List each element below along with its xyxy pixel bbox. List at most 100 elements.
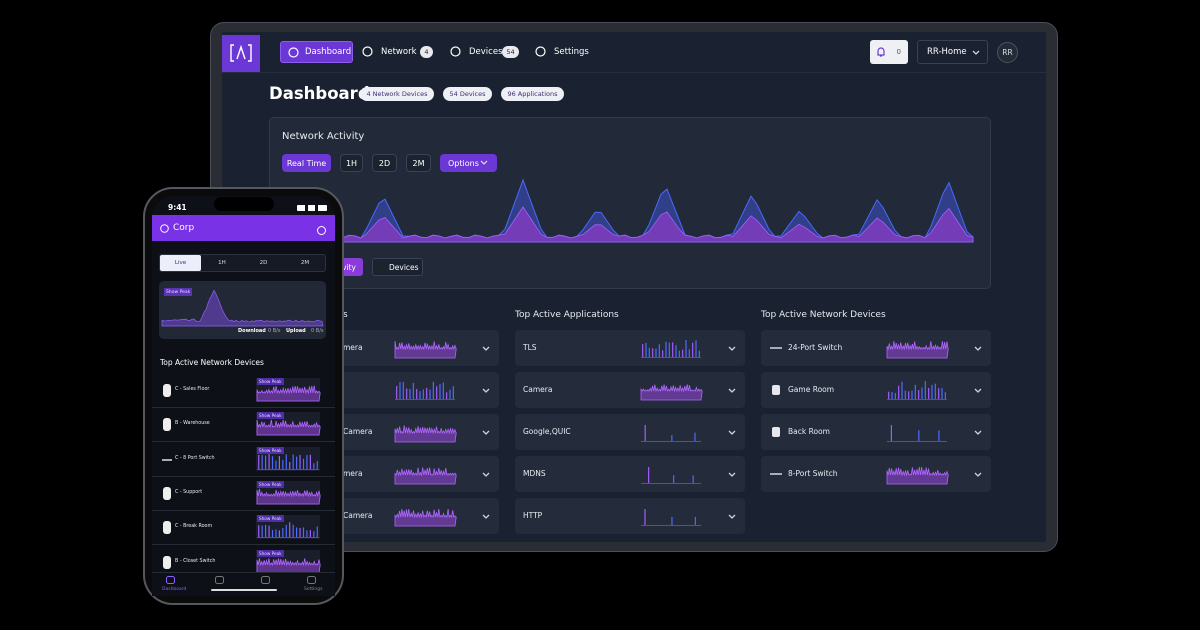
sparkline: [257, 452, 319, 470]
chevron: [482, 472, 490, 477]
nav-item[interactable]: Devices: [450, 41, 503, 63]
room-icon: [772, 427, 780, 437]
list-row[interactable]: [515, 372, 745, 408]
phone-notch: [214, 197, 274, 211]
logo-mark: [230, 44, 252, 62]
sparkline: [394, 425, 457, 443]
chevron-icon: [482, 430, 490, 435]
phone-chart-peak[interactable]: Show Peak: [164, 288, 193, 296]
chevron-icon: [728, 430, 736, 435]
sparkline-area: [394, 425, 457, 443]
globe-icon: [160, 224, 169, 233]
summary-chip[interactable]: 4 Network Devices: [360, 87, 434, 101]
sparkline: [394, 340, 457, 359]
chevron-icon: [480, 160, 488, 165]
phone-chart-area: [161, 289, 324, 327]
sparkline: [887, 381, 947, 400]
list-row[interactable]: [515, 456, 745, 492]
phone-header: [152, 215, 335, 241]
phone-device-row[interactable]: [152, 511, 335, 546]
alerts-button[interactable]: 0: [870, 40, 908, 64]
chevron-icon: [974, 472, 982, 477]
list-row[interactable]: [761, 456, 991, 492]
phone-tabbar: [152, 572, 335, 596]
chevron: [482, 346, 490, 351]
chevron-icon: [974, 346, 982, 351]
phone-device-row[interactable]: [152, 408, 335, 443]
chevron-icon: [482, 388, 490, 393]
nav-icon-shape: [362, 46, 373, 57]
phone-device-name: C - Sales Floor: [175, 387, 210, 392]
chevron-icon: [728, 472, 736, 477]
phone-tab[interactable]: 1H: [218, 260, 226, 266]
site-selector[interactable]: RR-Home: [917, 40, 988, 64]
phone-device-row[interactable]: [152, 443, 335, 477]
sparkline-area: [640, 384, 703, 401]
phone-device-row[interactable]: [152, 374, 335, 408]
phone-device-peak[interactable]: Show Peak: [257, 412, 284, 420]
list-row[interactable]: [761, 330, 991, 366]
list-row[interactable]: [515, 414, 745, 450]
range-button[interactable]: 2M: [406, 154, 431, 172]
nav-item[interactable]: Settings: [535, 41, 589, 63]
phone-device-row[interactable]: [152, 477, 335, 511]
user: [317, 226, 326, 235]
upload-label: Upload: [286, 328, 306, 334]
phone-device-peak[interactable]: Show Peak: [257, 480, 284, 488]
tablet-topbar-divider: [222, 72, 1046, 73]
sparkline: [394, 467, 457, 485]
nav-item[interactable]: Dashboard: [280, 41, 353, 63]
phone-device-peak[interactable]: Show Peak: [257, 446, 284, 454]
nav-icon: [450, 46, 461, 57]
tabbar-label-dashboard[interactable]: Dashboard: [162, 587, 187, 592]
list-row[interactable]: [761, 372, 991, 408]
chevron: [972, 50, 980, 55]
range-button[interactable]: 1H: [340, 154, 363, 172]
activity-area-activity: [282, 206, 974, 243]
room-icon: [163, 486, 171, 500]
phone-device-name: C - Support: [175, 489, 203, 495]
summary-chip[interactable]: 96 Applications: [501, 87, 564, 101]
chevron: [728, 472, 736, 477]
sparkline-area: [886, 466, 949, 485]
sparkline: [641, 339, 701, 358]
chevron: [482, 388, 490, 393]
phone-device-name: B - Closet Switch: [175, 558, 216, 564]
options-button[interactable]: Options: [440, 154, 497, 172]
phone-device-peak[interactable]: Show Peak: [257, 549, 284, 557]
phone-tab[interactable]: 2D: [259, 260, 268, 266]
nav-icon-shape: [535, 46, 546, 57]
list-row[interactable]: [761, 414, 991, 450]
room-icon: [163, 555, 171, 569]
user-avatar[interactable]: RR: [997, 42, 1018, 63]
summary-chip[interactable]: 54 Devices: [443, 87, 492, 101]
user-icon: [317, 226, 326, 235]
range-button[interactable]: Real Time: [282, 154, 331, 172]
phone-device-peak[interactable]: Show Peak: [257, 378, 284, 385]
chevron-icon: [974, 430, 982, 435]
tabbar-label-settings[interactable]: Settings: [304, 587, 323, 592]
phone-tab[interactable]: 2M: [300, 260, 310, 266]
chevron: [974, 388, 982, 393]
row-label: TLS: [523, 343, 537, 352]
row-label: MDNS: [523, 469, 546, 478]
legend-chip-devices[interactable]: Devices: [372, 258, 423, 276]
phone-tab[interactable]: Live: [160, 255, 201, 271]
status-icons: [297, 205, 327, 211]
sparkline: [394, 508, 457, 527]
sparkline-area: [394, 340, 457, 359]
sparkline: [256, 420, 321, 436]
sparkline-area: [256, 385, 321, 402]
nav-item[interactable]: Network: [362, 41, 417, 63]
phone-title: Corp: [173, 223, 195, 233]
chevron-icon: [972, 50, 980, 55]
row-label: mera: [343, 343, 363, 352]
row-label: Google,QUIC: [523, 427, 571, 436]
list-row[interactable]: [515, 330, 745, 366]
list-row[interactable]: [515, 498, 745, 534]
nav-icon: [288, 47, 299, 58]
range-button[interactable]: 2D: [372, 154, 397, 172]
room-icon: [163, 384, 171, 397]
phone-device-peak[interactable]: Show Peak: [257, 515, 284, 523]
